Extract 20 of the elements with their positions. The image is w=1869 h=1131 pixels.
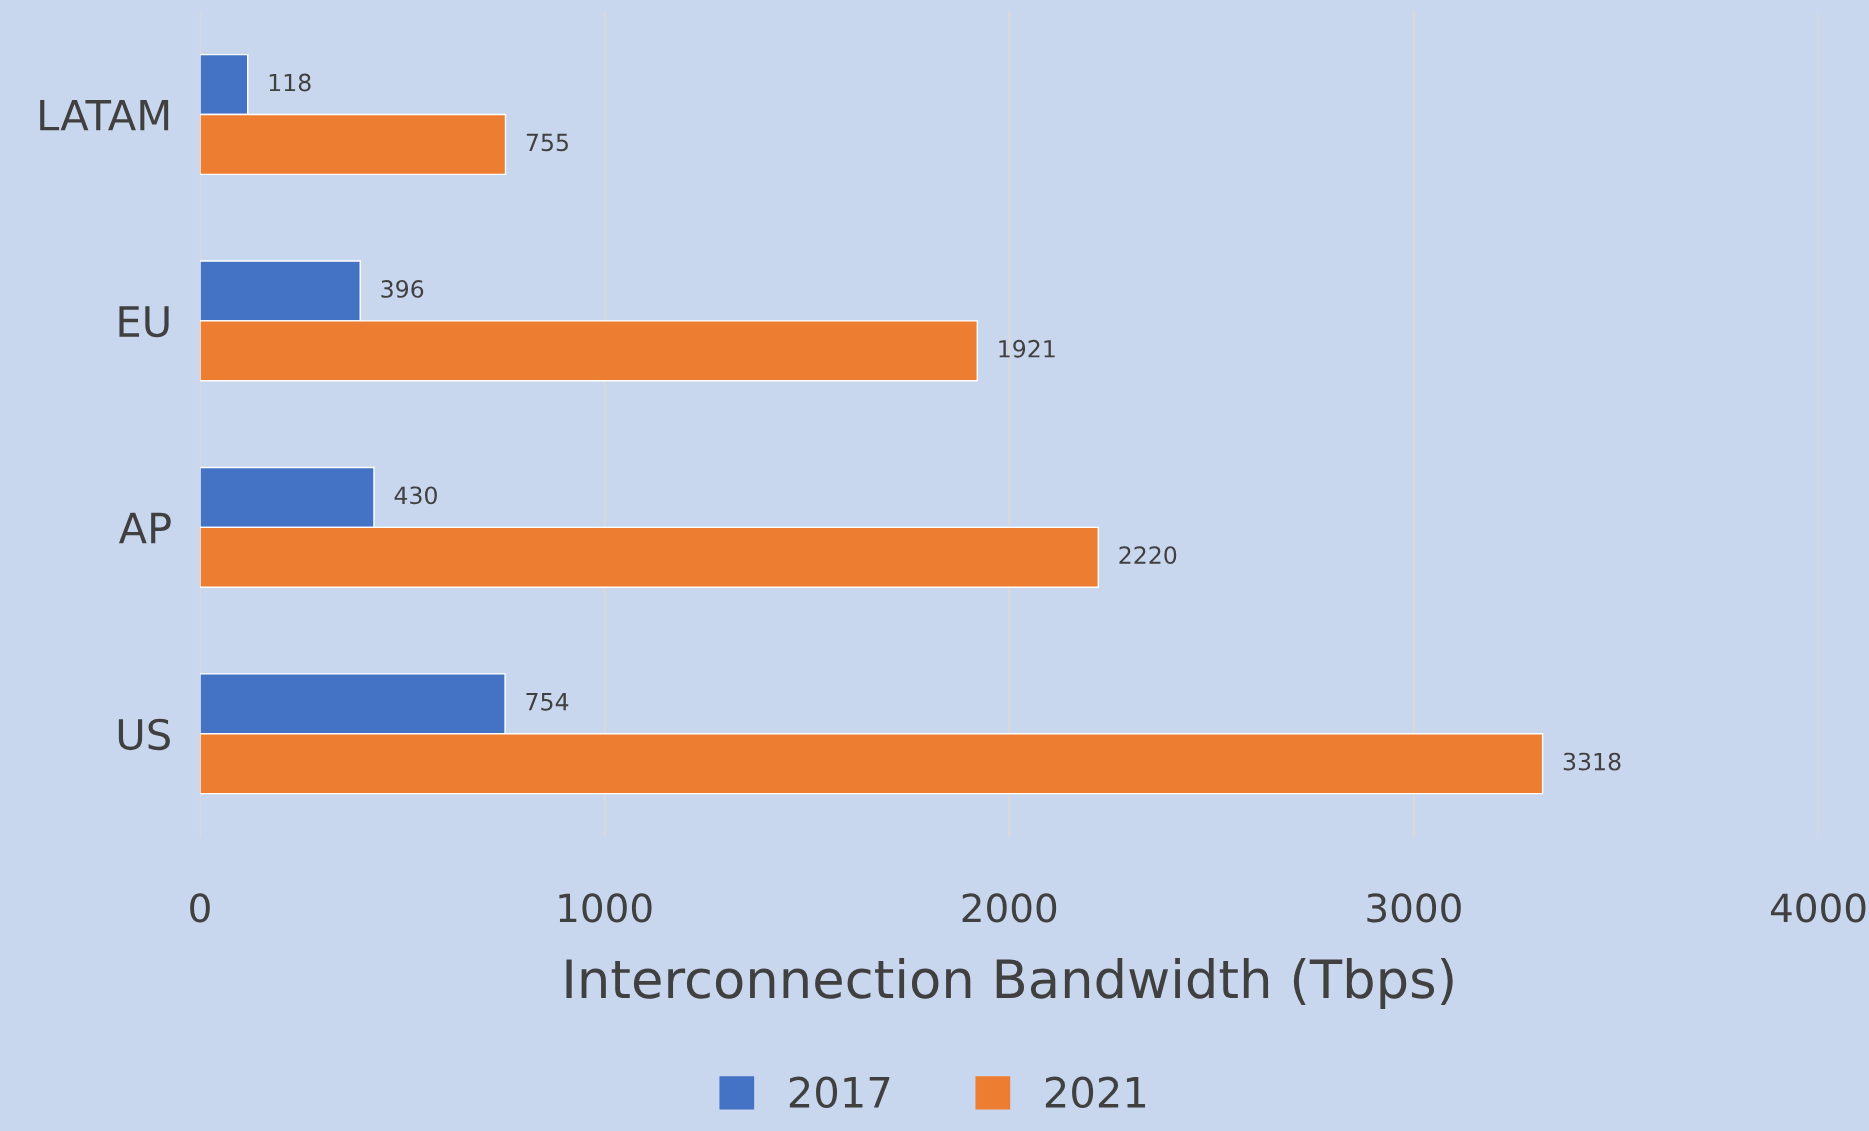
y-tick-label: AP <box>118 512 171 544</box>
data-label: 430 <box>394 486 437 505</box>
legend-label: 2021 <box>1045 1076 1146 1109</box>
x-tick-label: 2000 <box>962 893 1057 923</box>
y-tick-label: US <box>118 718 170 751</box>
x-tick-label: 1000 <box>559 893 652 923</box>
x-tick-label: 0 <box>190 893 210 923</box>
data-label: 3318 <box>1563 752 1621 771</box>
y-tick-label: LATAM <box>40 99 169 131</box>
x-axis-title: Interconnection Bandwidth (Tbps) <box>566 957 1453 1009</box>
data-label: 2220 <box>1119 546 1177 565</box>
data-label: 118 <box>269 73 311 92</box>
data-label: 755 <box>526 133 568 152</box>
y-tick-label: EU <box>119 306 169 338</box>
x-tick-label: 4000 <box>1770 893 1866 923</box>
x-tick-label: 3000 <box>1367 893 1461 923</box>
legend-label: 2017 <box>789 1076 890 1109</box>
data-label: 754 <box>526 693 569 711</box>
data-label: 396 <box>381 279 424 298</box>
data-label: 1921 <box>999 339 1055 358</box>
